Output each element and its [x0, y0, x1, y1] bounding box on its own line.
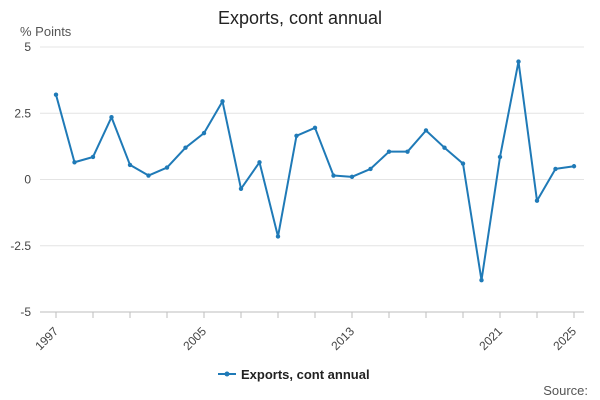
data-point[interactable] [201, 130, 207, 136]
chart-title: Exports, cont annual [218, 8, 382, 28]
data-point[interactable] [534, 198, 540, 203]
source-label: Source: [543, 383, 588, 398]
legend-dot-marker [224, 371, 230, 377]
data-point[interactable] [275, 234, 281, 239]
data-point[interactable] [164, 165, 170, 170]
legend[interactable]: Exports, cont annual [218, 367, 370, 382]
data-point[interactable] [386, 149, 392, 154]
legend-label: Exports, cont annual [241, 367, 370, 382]
data-point[interactable] [238, 186, 244, 191]
y-tick-label: -5 [20, 305, 31, 319]
data-point[interactable] [460, 161, 466, 166]
data-point[interactable] [109, 115, 114, 120]
y-tick-label: 2.5 [14, 106, 31, 120]
x-tick-label: 2005 [180, 324, 209, 353]
data-point[interactable] [146, 173, 151, 178]
data-point[interactable] [72, 160, 77, 165]
y-tick-label: -2.5 [10, 239, 31, 253]
data-point[interactable] [53, 92, 59, 97]
data-point[interactable] [553, 166, 558, 172]
data-point[interactable] [571, 164, 577, 169]
y-axis-label: % Points [20, 24, 72, 39]
series-line-exports [55, 60, 575, 282]
data-point[interactable] [479, 278, 484, 283]
data-point[interactable] [516, 59, 521, 64]
x-tick-label: 2021 [476, 324, 505, 353]
y-tick-label: 0 [24, 173, 31, 187]
data-point[interactable] [497, 154, 503, 160]
data-point[interactable] [220, 99, 225, 104]
data-point[interactable] [405, 149, 410, 154]
y-tick-label: 5 [24, 40, 31, 54]
data-point[interactable] [183, 145, 188, 150]
x-tick-label: 2013 [328, 324, 357, 353]
data-point[interactable] [423, 128, 429, 133]
data-point[interactable] [349, 174, 355, 180]
x-tick-label: 1997 [32, 324, 61, 353]
data-point[interactable] [257, 160, 262, 165]
data-point[interactable] [368, 166, 373, 172]
x-tick-label: 2025 [550, 324, 579, 353]
data-point[interactable] [442, 145, 447, 150]
data-point[interactable] [331, 173, 336, 178]
data-point[interactable] [312, 125, 318, 131]
data-point[interactable] [90, 154, 96, 160]
data-point[interactable] [294, 133, 299, 138]
data-point[interactable] [127, 162, 133, 168]
